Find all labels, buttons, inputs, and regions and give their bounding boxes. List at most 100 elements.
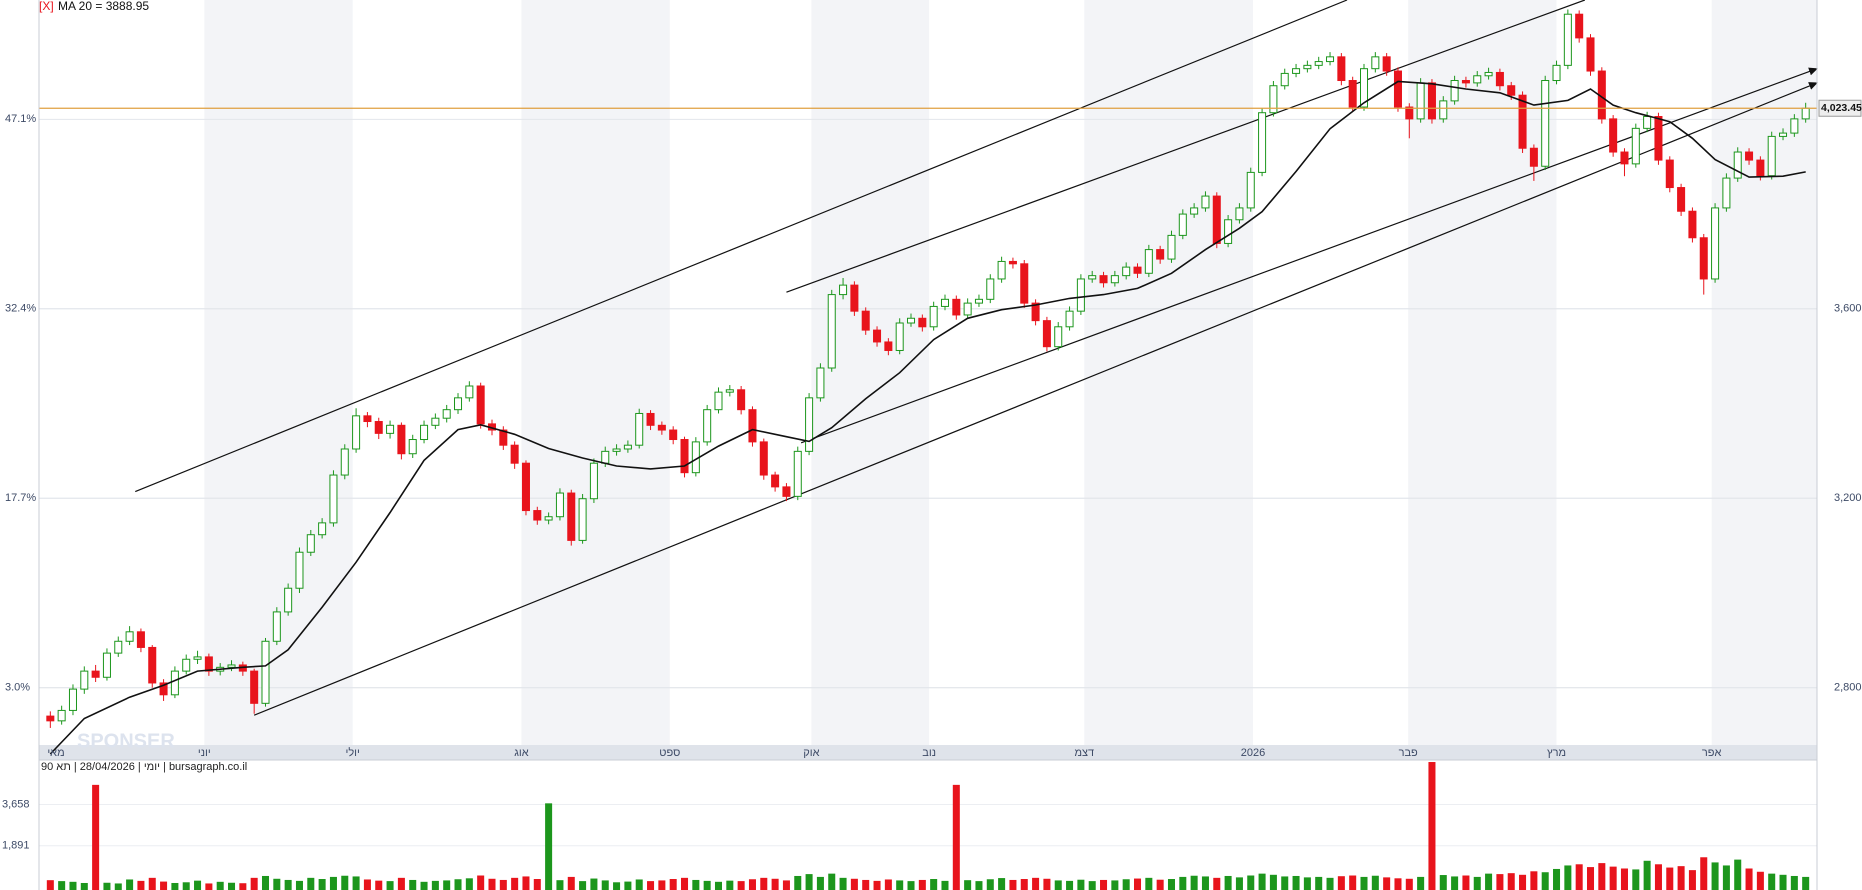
- x-tick-label: נוב: [922, 747, 936, 759]
- candle-body: [1688, 210, 1697, 239]
- volume-bar: [103, 882, 111, 890]
- volume-bar: [816, 876, 824, 890]
- candle-body: [1110, 275, 1119, 284]
- candle-body: [963, 302, 972, 316]
- candle-body: [1767, 135, 1776, 177]
- volume-bar: [307, 877, 315, 890]
- volume-bar: [1100, 879, 1108, 890]
- volume-bar: [1405, 878, 1413, 890]
- candle-body: [148, 646, 157, 684]
- volume-bar: [964, 880, 972, 890]
- volume-bar: [148, 877, 156, 890]
- candle-body: [1461, 80, 1470, 84]
- last-price-tag: [1818, 99, 1862, 117]
- candle-body: [1348, 80, 1357, 108]
- candle-body: [1733, 151, 1742, 179]
- volume-bar: [443, 880, 451, 890]
- volume-bar: [624, 881, 632, 890]
- candle-body: [1801, 107, 1810, 120]
- candle-body: [431, 417, 440, 426]
- y2-tick-label: 47.1%: [5, 113, 36, 125]
- volume-bar: [1485, 873, 1493, 890]
- x-tick-label: 2026: [1241, 747, 1265, 759]
- candle-body: [182, 658, 191, 672]
- candle-body: [1507, 85, 1516, 96]
- volume-bar: [1111, 880, 1119, 890]
- volume-bar: [1326, 877, 1334, 890]
- candle-body: [465, 385, 474, 399]
- candle-body: [306, 534, 315, 553]
- candle-body: [907, 317, 916, 324]
- volume-bar: [1439, 875, 1447, 890]
- volume-bar: [375, 880, 383, 890]
- volume-bar: [1088, 881, 1096, 890]
- month-band: [521, 0, 670, 745]
- volume-bar: [828, 873, 836, 890]
- candle-body: [737, 389, 746, 411]
- volume-bar: [545, 803, 553, 890]
- ma-label: MA 20 = 3888.95: [58, 0, 149, 13]
- volume-bar: [930, 879, 938, 890]
- candle-body: [1337, 56, 1346, 82]
- candle-body: [782, 486, 791, 497]
- volume-bar: [703, 880, 711, 890]
- candle-body: [1756, 159, 1765, 177]
- candle-body: [363, 415, 372, 423]
- volume-bar: [975, 881, 983, 890]
- volume-bar: [986, 879, 994, 890]
- candle-body: [1269, 85, 1278, 114]
- grid: [39, 118, 1817, 847]
- candle-body: [646, 412, 655, 426]
- candle-body: [669, 429, 678, 441]
- volume-bar: [284, 879, 292, 890]
- candle-body: [974, 298, 983, 304]
- volume-bar: [1258, 873, 1266, 890]
- volume-bar: [273, 878, 281, 890]
- volume-bar: [669, 879, 677, 890]
- candle-body: [623, 444, 632, 450]
- month-bands: [204, 0, 1817, 745]
- candle-body: [1654, 116, 1663, 161]
- volume-bar: [239, 883, 247, 890]
- candle-body: [748, 409, 757, 443]
- volume-bar: [1700, 857, 1708, 890]
- volume-bar: [613, 882, 621, 890]
- watermark: SPONSER: [77, 730, 175, 752]
- candle-body: [295, 551, 304, 589]
- candle-body: [1484, 71, 1493, 77]
- volume-bar: [1133, 878, 1142, 890]
- volume-bar: [488, 878, 496, 890]
- x-tick-label: ספט: [659, 747, 680, 759]
- volume-bar: [1043, 878, 1051, 890]
- volume-bar: [1666, 867, 1674, 890]
- y-tick-label: 2,800: [1834, 682, 1862, 694]
- candle-body: [1359, 68, 1369, 108]
- candle-body: [1552, 64, 1561, 82]
- volume-bar: [194, 880, 202, 890]
- volume-bar: [714, 881, 723, 890]
- candle-body: [918, 317, 927, 328]
- candle-body: [1495, 71, 1504, 87]
- trendline: [135, 0, 1348, 493]
- volume-bar: [681, 877, 689, 890]
- candle-body: [125, 631, 134, 642]
- volume-bar: [1383, 877, 1391, 890]
- ma-line: [49, 80, 1806, 755]
- candle-body: [1246, 171, 1255, 209]
- candle-body: [420, 424, 429, 441]
- x-tick-label: יולי: [345, 746, 359, 759]
- ma-toggle[interactable]: [X]: [39, 0, 54, 13]
- candle-body: [1054, 326, 1063, 348]
- x-tick-label: אוק: [803, 747, 819, 759]
- candle-body: [1575, 13, 1584, 39]
- volume-bar: [1201, 876, 1209, 890]
- volume-bar: [341, 875, 349, 890]
- info-label: יומי | 28/04/2026 | תא 90 | bursagraph.c…: [41, 761, 247, 773]
- volume-bar: [862, 879, 870, 890]
- x-tick-label: מאי: [47, 747, 64, 759]
- volume-bar: [511, 877, 519, 890]
- candle-body: [318, 522, 327, 536]
- candle-body: [703, 409, 712, 443]
- candle-body: [352, 415, 361, 450]
- volume-bar: [1349, 875, 1357, 890]
